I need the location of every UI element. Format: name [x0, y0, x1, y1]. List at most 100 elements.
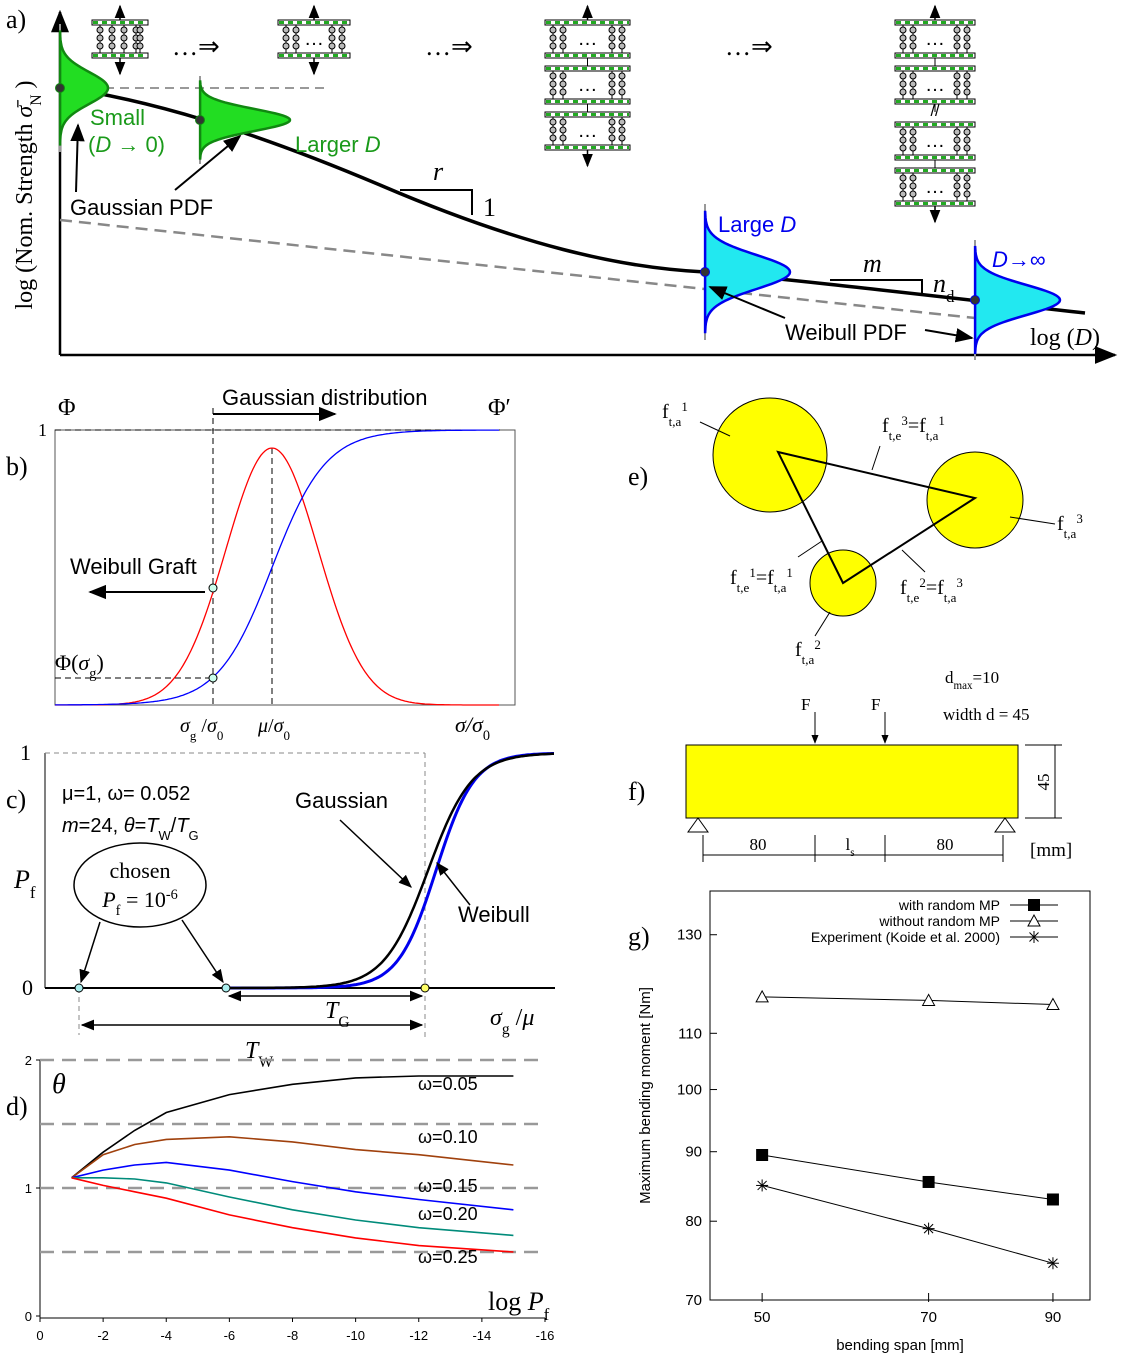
bead — [964, 191, 970, 197]
bead — [560, 27, 566, 33]
x-tick-label: 50 — [754, 1309, 771, 1326]
bead — [954, 27, 960, 33]
bead — [910, 175, 916, 181]
series-line — [762, 997, 1053, 1005]
text-run: P — [13, 865, 30, 894]
y-title: log (Nom. Strength σ̄N ) — [12, 80, 45, 309]
text-run: t,a — [669, 414, 682, 429]
label: Gaussian distribution — [222, 385, 427, 410]
label: 80 — [750, 835, 767, 854]
bead — [910, 73, 916, 79]
support — [688, 818, 708, 832]
text-run: t,e — [889, 428, 902, 443]
text-run: t,e — [737, 580, 750, 595]
bead — [910, 145, 916, 151]
text-run: θ — [124, 815, 135, 837]
bead — [910, 27, 916, 33]
break: // — [931, 103, 940, 120]
step: …⇒ — [425, 32, 473, 61]
text-run: 0 — [483, 728, 490, 744]
bead — [609, 35, 615, 41]
bead — [964, 81, 970, 87]
text-run: -6 — [166, 887, 178, 903]
text-run: Large — [718, 212, 780, 237]
label: ft,a1 — [662, 399, 688, 429]
series-label: ω=0.25 — [418, 1247, 478, 1267]
label: Weibull PDF — [785, 320, 907, 345]
x-title: log (D) — [1030, 325, 1100, 351]
x-tick-label: 90 — [1045, 1309, 1062, 1326]
bead — [609, 43, 615, 49]
text-run: D — [992, 247, 1008, 272]
weibull-curve — [226, 754, 554, 988]
bead — [109, 43, 115, 49]
panel-label: f) — [628, 777, 645, 806]
bead — [109, 35, 115, 41]
text-run: G — [189, 828, 199, 843]
arrow — [925, 330, 972, 338]
icon-dots: … — [925, 176, 945, 198]
bead — [137, 35, 143, 41]
bead — [283, 27, 289, 33]
label: ft,a2 — [795, 637, 821, 667]
text-run: log ( — [1030, 325, 1075, 351]
panel-label: c) — [6, 785, 26, 814]
bead — [964, 73, 970, 79]
bead — [954, 73, 960, 79]
bead — [550, 73, 556, 79]
marker — [756, 991, 768, 1002]
bead — [964, 145, 970, 151]
text-run: 2 — [814, 637, 821, 652]
label: r — [433, 157, 444, 186]
text-run: ) — [96, 650, 103, 675]
label: μ/σ0 — [257, 715, 290, 743]
label: 0 — [22, 975, 33, 1000]
label: σ/σ0 — [455, 712, 490, 744]
bead — [609, 135, 615, 141]
beam — [686, 745, 1018, 818]
bead — [560, 119, 566, 125]
series-line — [762, 1185, 1053, 1263]
panel-b: b) Φ Φ′ 1 Gaussian distribution Weibull … — [6, 385, 515, 744]
text-run: t,a — [944, 590, 957, 605]
y-tick-label: 0 — [25, 1309, 32, 1324]
icon-dots: … — [578, 120, 598, 142]
bead — [964, 43, 970, 49]
text-run: D — [365, 132, 381, 157]
text-run: =f — [908, 415, 926, 437]
bead — [121, 35, 127, 41]
text-run: t,a — [802, 652, 815, 667]
bead — [609, 27, 615, 33]
bead — [339, 43, 345, 49]
bead — [910, 35, 916, 41]
bead — [609, 73, 615, 79]
y-tick-label: 2 — [25, 1053, 32, 1068]
label: μ=1, ω= 0.052 — [62, 783, 190, 805]
bead — [109, 27, 115, 33]
bead — [560, 73, 566, 79]
bead — [900, 81, 906, 87]
legend-label: with random MP — [898, 897, 1000, 913]
bead — [954, 43, 960, 49]
bead — [619, 89, 625, 95]
pdfs — [56, 24, 1061, 360]
bead — [900, 73, 906, 79]
x-title: bending span [mm] — [836, 1337, 964, 1354]
text-run: t,a — [774, 580, 787, 595]
text-run: ) — [1092, 325, 1100, 351]
text-run: t,e — [907, 590, 920, 605]
bead — [964, 175, 970, 181]
y-tick-label: 130 — [677, 927, 702, 944]
text-run: =f — [756, 567, 774, 589]
bead — [137, 43, 143, 49]
text-run: →∞ — [1008, 247, 1046, 272]
label: 1 — [38, 420, 47, 440]
callout — [74, 843, 206, 927]
y-tick-label: 70 — [685, 1292, 702, 1309]
leader — [872, 446, 880, 470]
figure: ………………//…… a) log (Nom. Strength σ̄N ) …… — [0, 0, 1125, 1359]
bead — [910, 43, 916, 49]
icon-dots: … — [578, 74, 598, 96]
panel-c: c) 1 0 μ=1, ω= 0.052 m=24, θ=TW/TG Pf ch… — [6, 740, 555, 1071]
text-run: N — [28, 94, 45, 105]
